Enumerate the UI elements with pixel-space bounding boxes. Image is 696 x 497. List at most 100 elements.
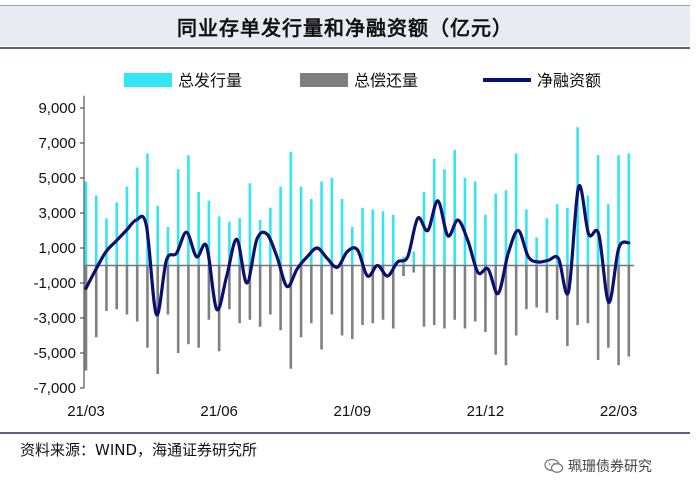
issuance-bar [494,193,497,266]
source-top-rule [0,432,690,434]
repayment-bar [514,265,518,336]
issuance-bar [566,207,569,266]
repayment-bar [535,265,538,308]
issuance-bar [84,181,88,266]
repayment-bar [197,265,200,348]
repayment-bar [156,265,159,374]
repayment-bar [381,265,385,320]
y-tick-label: 3,000 [38,205,76,222]
source-note: 资料来源：WIND，海通证券研究所 [20,441,258,459]
y-tick-label: 5,000 [38,170,76,187]
repayment-bar [146,265,149,348]
watermark-text: 珮珊债券研究 [568,459,652,475]
repayment-bar [422,265,426,327]
issuance-bar [217,216,221,266]
repayment-bar [555,265,559,320]
y-tick-label: -7,000 [33,380,76,397]
issuance-bar [248,183,252,266]
issuance-bar [596,155,600,266]
legend-issuance-swatch [124,73,172,87]
issuance-bar [187,155,190,266]
repayment-bar [330,265,334,315]
repayment-bar [207,265,211,320]
repayment-bar [105,265,108,311]
repayment-bar [586,265,590,324]
legend-issuance-label: 总发行量 [178,71,242,90]
repayment-bar [627,265,631,357]
issuance-bar [463,178,467,266]
repayment-bar [238,265,241,324]
chart-svg: 9,000 7,000 5,000 3,000 1,000 -1,000 -3,000 -5,… [33,71,638,420]
repayment-bar [473,265,477,322]
watermark: 珮珊债券研究 [544,456,652,476]
repayment-bar [504,265,508,366]
repayment-bar [525,265,528,310]
repayment-bar [310,265,313,324]
chart-title: 同业存单发行量和净融资额（亿元） [177,15,513,40]
repayment-bar [443,265,446,329]
repayment-bar [228,265,231,310]
issuance-bar [607,204,610,266]
issuance-bar [330,178,334,266]
issuance-bar [125,186,129,266]
repayment-bar [391,265,395,329]
issuance-bar [289,151,293,266]
issuance-bar [207,200,211,266]
repayment-bar [596,265,600,360]
issuance-bar [115,202,119,266]
issuance-bar [535,237,538,266]
repayment-bar [361,265,364,325]
repayment-bar [566,265,569,346]
repayment-bar [279,265,282,331]
x-tick-label: 22/03 [600,403,638,420]
repayment-bar [617,265,620,366]
repayment-bar [176,265,180,353]
issuance-bar [371,209,375,266]
repayment-bar [299,265,303,338]
title-top-rule [0,5,690,6]
repayment-bar [320,265,323,350]
issuance-bar [453,150,457,266]
y-tick-label: 9,000 [38,100,76,117]
legend-repayment-swatch [300,73,348,87]
issuance-bar [299,186,303,266]
issuance-bar [228,221,231,266]
repayment-bar [135,265,139,322]
y-tick-label: -3,000 [33,310,76,327]
repayment-bar [340,265,344,336]
wechat-icon [544,458,564,473]
issuance-bar [310,199,313,266]
repayment-bar [115,265,119,310]
repayment-bar [350,265,354,339]
issuance-bar [340,199,344,266]
repayment-bar [187,265,190,345]
repayment-bar [248,265,252,320]
issuance-bar [412,251,416,266]
issuance-bar [617,155,620,266]
issuance-bar [473,181,477,266]
issuance-bar [279,186,282,266]
issuance-bar [176,169,180,266]
repayment-bar [576,265,579,325]
issuance-bar [350,227,354,266]
issuance-bar [197,192,200,266]
repayment-bar [453,265,457,320]
y-tick-label: 1,000 [38,240,76,257]
repayment-bar [125,265,129,315]
title-bottom-rule [0,47,690,49]
issuance-bar [258,220,262,266]
repayment-bar [371,265,375,324]
repayment-bar [432,265,436,325]
issuance-bar [361,207,364,266]
repayment-bar [463,265,467,329]
issuance-bar [555,204,559,266]
repayment-bar [607,265,610,348]
issuance-bar [504,190,508,266]
issuance-bar [391,214,395,266]
issuance-bar [484,214,487,266]
y-tick-label: -1,000 [33,275,76,292]
issuance-bar [166,227,170,266]
repayment-bar [269,265,272,315]
x-tick-label: 21/09 [334,403,372,420]
y-tick-label: -5,000 [33,345,76,362]
